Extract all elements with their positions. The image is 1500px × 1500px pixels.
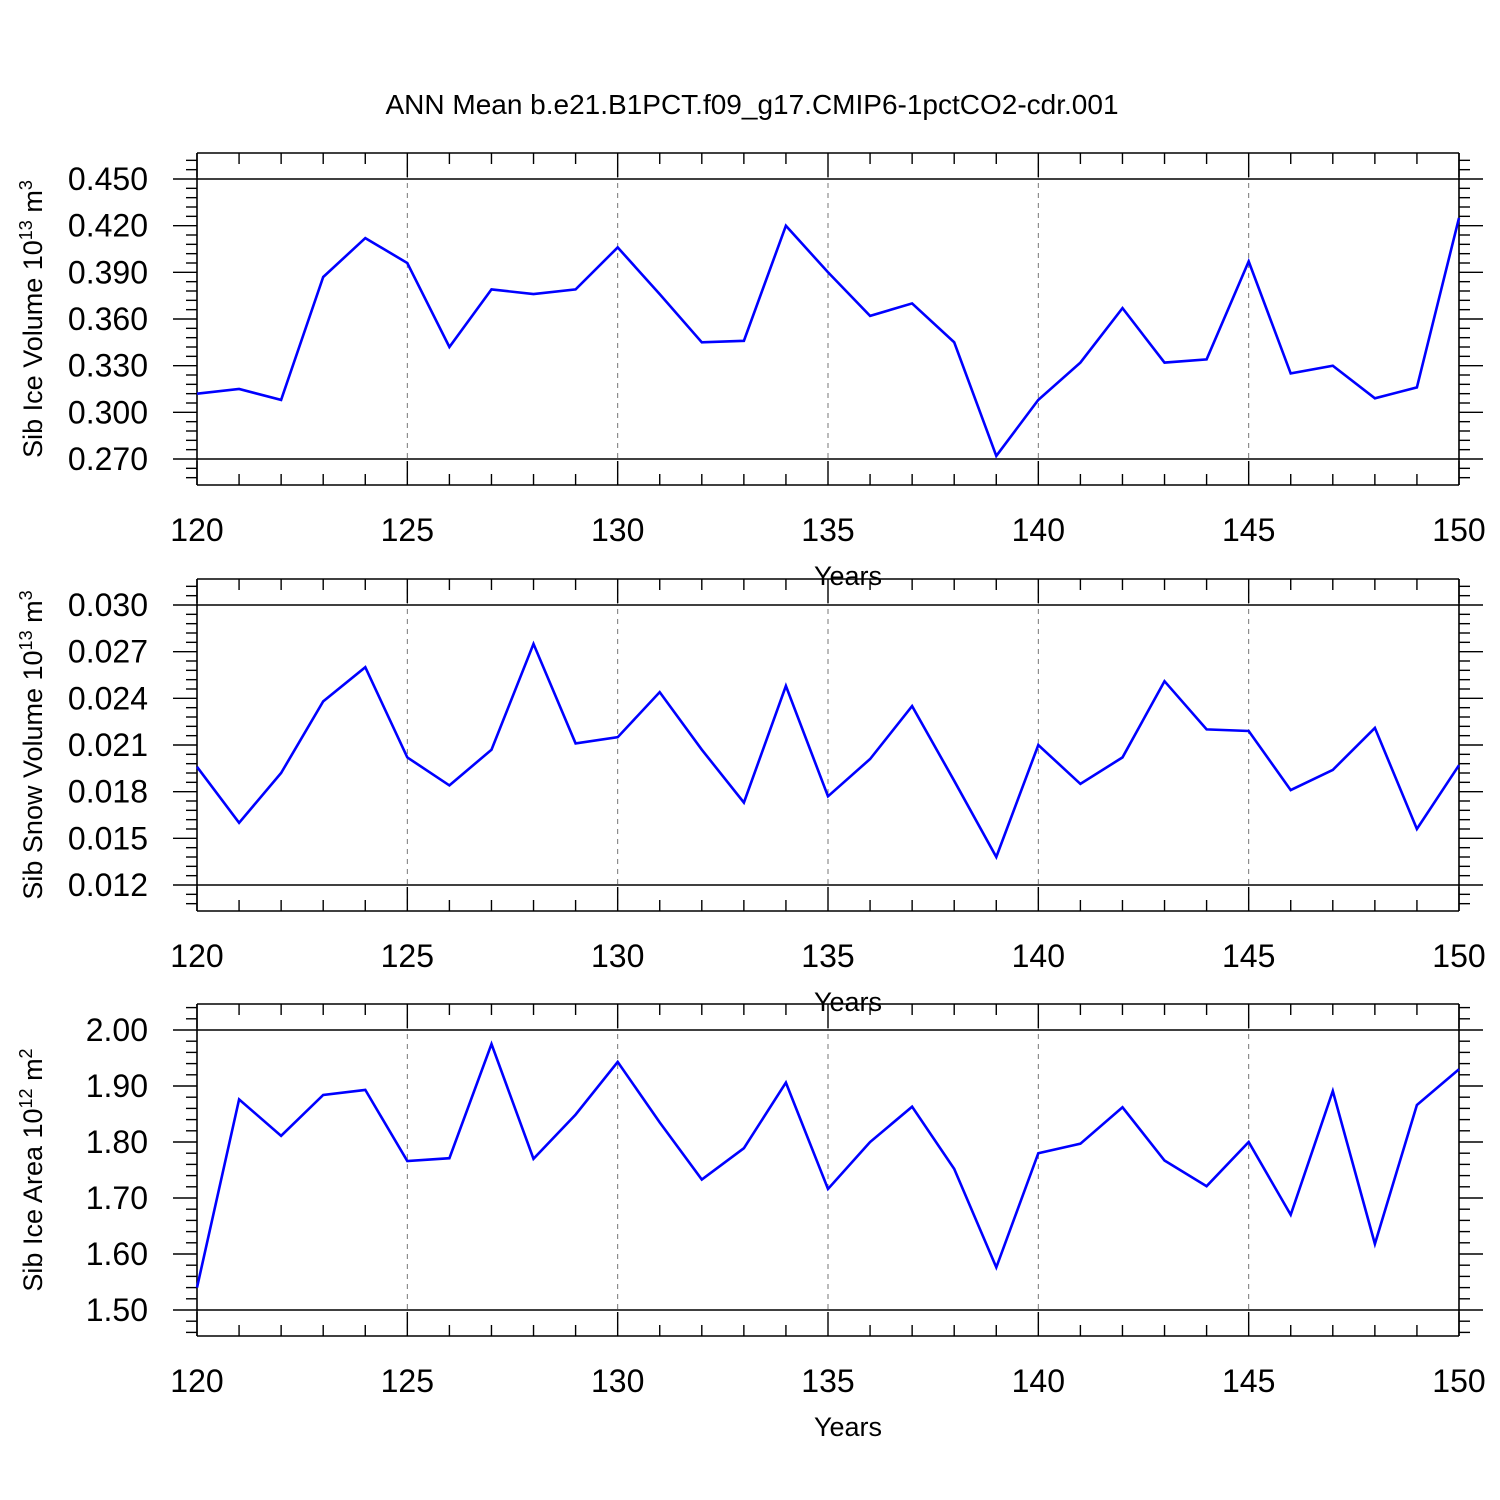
y-tick-label: 0.012 bbox=[68, 867, 148, 903]
x-tick-label: 120 bbox=[170, 1363, 223, 1399]
y-tick-label: 0.450 bbox=[68, 161, 148, 197]
y-tick-label: 1.80 bbox=[86, 1124, 148, 1160]
y-label-main: Sib Ice Area 10 bbox=[18, 1108, 48, 1291]
y-tick-label: 1.60 bbox=[86, 1236, 148, 1272]
y-label-unit: m bbox=[18, 1058, 48, 1088]
y-tick-label: 0.390 bbox=[68, 254, 148, 290]
figure-title: ANN Mean b.e21.B1PCT.f09_g17.CMIP6-1pctC… bbox=[385, 89, 1118, 120]
x-axis-label: Years bbox=[814, 561, 882, 591]
y-tick-label: 0.030 bbox=[68, 587, 148, 623]
y-tick-label: 2.00 bbox=[86, 1012, 148, 1048]
x-tick-label: 140 bbox=[1012, 512, 1065, 548]
y-label-exponent: 12 bbox=[16, 1088, 36, 1108]
x-tick-label: 120 bbox=[170, 512, 223, 548]
panel-2: 120 125 130 135 140 145 150 Years 0.012 0.015 0.01… bbox=[16, 578, 1486, 1017]
y-tick-label: 1.50 bbox=[86, 1292, 148, 1328]
y-tick-label: 0.021 bbox=[68, 727, 148, 763]
x-tick-label: 125 bbox=[381, 512, 434, 548]
y-label-main: Sib Ice Volume 10 bbox=[18, 240, 48, 458]
x-tick-label: 150 bbox=[1432, 1363, 1485, 1399]
x-tick-label: 135 bbox=[801, 1363, 854, 1399]
y-label-exponent: 13 bbox=[16, 220, 36, 240]
x-tick-label: 150 bbox=[1432, 938, 1485, 974]
x-tick-label: 130 bbox=[591, 938, 644, 974]
y-label-main: Sib Snow Volume 10 bbox=[18, 650, 48, 899]
y-axis-label: Sib Ice Volume 1013 m3 bbox=[16, 180, 48, 458]
y-tick-label: 0.330 bbox=[68, 348, 148, 384]
y-label-unit-exponent: 3 bbox=[16, 590, 36, 600]
x-tick-label: 135 bbox=[801, 512, 854, 548]
y-label-unit-exponent: 2 bbox=[16, 1048, 36, 1058]
panel-1: 120 125 130 135 140 145 150 Years 0.270 0.300 0.33… bbox=[16, 152, 1486, 591]
x-tick-label: 120 bbox=[170, 938, 223, 974]
x-tick-label: 130 bbox=[591, 1363, 644, 1399]
y-tick-label: 0.270 bbox=[68, 441, 148, 477]
x-tick-label: 140 bbox=[1012, 1363, 1065, 1399]
x-tick-label: 150 bbox=[1432, 512, 1485, 548]
x-tick-label: 145 bbox=[1222, 512, 1275, 548]
y-tick-label: 0.015 bbox=[68, 820, 148, 856]
y-label-unit-exponent: 3 bbox=[16, 180, 36, 190]
y-tick-label: 1.70 bbox=[86, 1180, 148, 1216]
series-line bbox=[196, 217, 1461, 459]
y-label-unit: m bbox=[18, 190, 48, 220]
y-tick-label: 0.300 bbox=[68, 394, 148, 430]
panel-3: 120 125 130 135 140 145 150 Years 1.50 1.60 1.70 1.… bbox=[16, 1003, 1486, 1442]
x-axis-label: Years bbox=[814, 1412, 882, 1442]
x-tick-label: 145 bbox=[1222, 938, 1275, 974]
y-axis-label: Sib Snow Volume 1013 m3 bbox=[16, 590, 48, 899]
x-axis-label: Years bbox=[814, 987, 882, 1017]
y-tick-label: 0.027 bbox=[68, 634, 148, 670]
x-tick-label: 125 bbox=[381, 1363, 434, 1399]
x-tick-label: 145 bbox=[1222, 1363, 1275, 1399]
series-line bbox=[195, 1040, 1460, 1288]
y-tick-label: 0.018 bbox=[68, 774, 148, 810]
series-line bbox=[195, 640, 1461, 861]
y-tick-label: 1.90 bbox=[86, 1068, 148, 1104]
y-label-exponent: 13 bbox=[16, 630, 36, 650]
panels: 120 125 130 135 140 145 150 Years 0.270 0.300 0.33… bbox=[16, 152, 1486, 1442]
y-axis-label: Sib Ice Area 1012 m2 bbox=[16, 1048, 48, 1291]
y-tick-label: 0.024 bbox=[68, 680, 148, 716]
x-tick-label: 130 bbox=[591, 512, 644, 548]
y-tick-label: 0.360 bbox=[68, 301, 148, 337]
y-label-unit: m bbox=[18, 600, 48, 630]
x-tick-label: 135 bbox=[801, 938, 854, 974]
x-tick-label: 125 bbox=[381, 938, 434, 974]
x-tick-label: 140 bbox=[1012, 938, 1065, 974]
y-tick-label: 0.420 bbox=[68, 208, 148, 244]
